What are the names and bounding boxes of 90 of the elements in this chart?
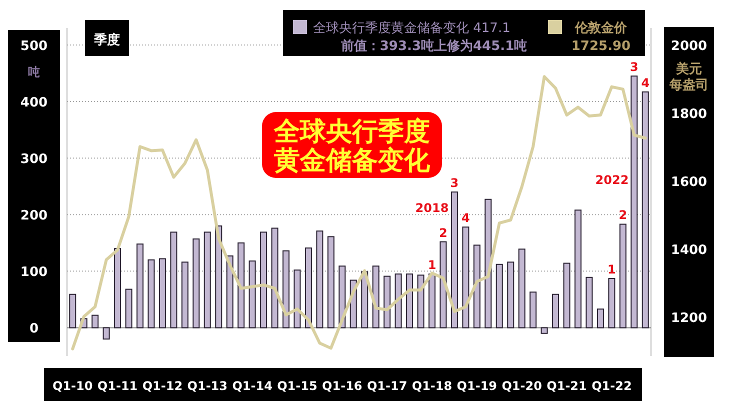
bar <box>507 262 514 328</box>
x-tick-label: Q1-21 <box>546 379 587 393</box>
y2-tick-label: 1400 <box>670 242 708 258</box>
bar <box>170 232 178 328</box>
x-tick-label: Q1-12 <box>142 379 183 393</box>
bar <box>372 266 380 328</box>
annotation: 3 <box>630 60 638 74</box>
y-tick-label: 500 <box>20 38 48 54</box>
bar <box>473 244 480 328</box>
y-tick-label: 400 <box>20 96 48 111</box>
x-tick-label: Q1-14 <box>232 379 272 393</box>
annotation: 3 <box>450 176 459 190</box>
legend-label: 全球央行季度黄金储备变化 417.1 <box>313 20 510 36</box>
y-tick-label: 200 <box>20 208 48 224</box>
annotation: 季度 <box>93 32 120 48</box>
annotation: 2 <box>618 208 628 222</box>
legend-label: 伦敦金价 <box>574 20 628 36</box>
bar <box>552 294 560 328</box>
x-tick-label: Q1-22 <box>592 379 632 393</box>
x-tick-label: Q1-19 <box>456 379 498 393</box>
annotation: 1 <box>608 262 616 277</box>
annotation: 1 <box>428 258 436 272</box>
bar <box>563 262 570 328</box>
bar <box>158 258 166 328</box>
x-tick-label: Q1-17 <box>366 379 408 393</box>
bar <box>102 327 110 340</box>
x-tick-label: Q1-16 <box>322 379 362 393</box>
y2-tick-label: 1200 <box>670 310 708 326</box>
bar <box>304 247 312 328</box>
annotation: 4 <box>462 211 470 226</box>
bar <box>136 244 144 328</box>
bar <box>619 224 626 328</box>
bar <box>450 192 458 328</box>
bar <box>406 274 414 328</box>
bar <box>586 276 593 328</box>
y-tick-label: 300 <box>20 152 48 168</box>
y2-tick-label: 2000 <box>670 38 708 54</box>
bar <box>69 294 76 328</box>
bar <box>114 248 122 328</box>
bar <box>92 314 99 328</box>
bar <box>294 270 301 328</box>
bar <box>428 274 436 328</box>
bar <box>125 288 132 328</box>
text: 全球央行季度黄金储备变化 <box>273 117 431 176</box>
bar <box>630 76 638 328</box>
bar <box>540 327 548 334</box>
bar <box>316 230 324 328</box>
y-axis-title: 吨 <box>28 65 40 79</box>
x-tick-label: Q1-13 <box>187 379 228 393</box>
x-tick-label: Q1-11 <box>97 379 138 393</box>
bar <box>148 259 155 328</box>
bar <box>484 198 492 328</box>
y2-tick-label: 1800 <box>670 106 708 122</box>
y-tick-label: 100 <box>20 265 48 280</box>
annotation: 前值：393.3吨上修为445.1吨 <box>340 39 528 54</box>
annotation: 2 <box>439 226 448 240</box>
x-tick-label: Q1-20 <box>502 379 542 393</box>
bar <box>271 228 278 328</box>
bar <box>204 232 211 328</box>
annotation: 2022 <box>595 173 629 187</box>
annotation: 1725.90 <box>571 39 631 54</box>
y2-axis-title: 美元每盎司 <box>668 61 708 93</box>
bar <box>327 236 334 328</box>
bar <box>496 264 503 328</box>
bar <box>642 91 649 328</box>
bar <box>282 250 290 328</box>
annotation: 4 <box>641 76 650 90</box>
bar <box>440 241 447 328</box>
bar <box>384 276 391 328</box>
bar <box>417 274 424 328</box>
bar <box>248 260 256 328</box>
x-tick-label: Q1-18 <box>412 379 452 393</box>
bar <box>608 278 616 328</box>
annotation: 2018 <box>415 201 449 215</box>
y-tick-label: 0 <box>29 322 39 337</box>
x-tick-label: Q1-10 <box>52 379 93 393</box>
y2-tick-label: 1600 <box>670 174 708 190</box>
bar <box>574 210 582 328</box>
line-series <box>71 75 647 350</box>
bar <box>462 226 470 328</box>
bar <box>192 238 200 328</box>
bar <box>181 262 188 328</box>
bar <box>518 248 526 328</box>
x-tick-label: Q1-15 <box>277 379 318 393</box>
bar <box>215 225 222 328</box>
bar <box>394 274 402 328</box>
bar <box>260 232 268 328</box>
bar <box>530 292 537 328</box>
bar <box>596 308 604 328</box>
bar <box>238 242 245 328</box>
